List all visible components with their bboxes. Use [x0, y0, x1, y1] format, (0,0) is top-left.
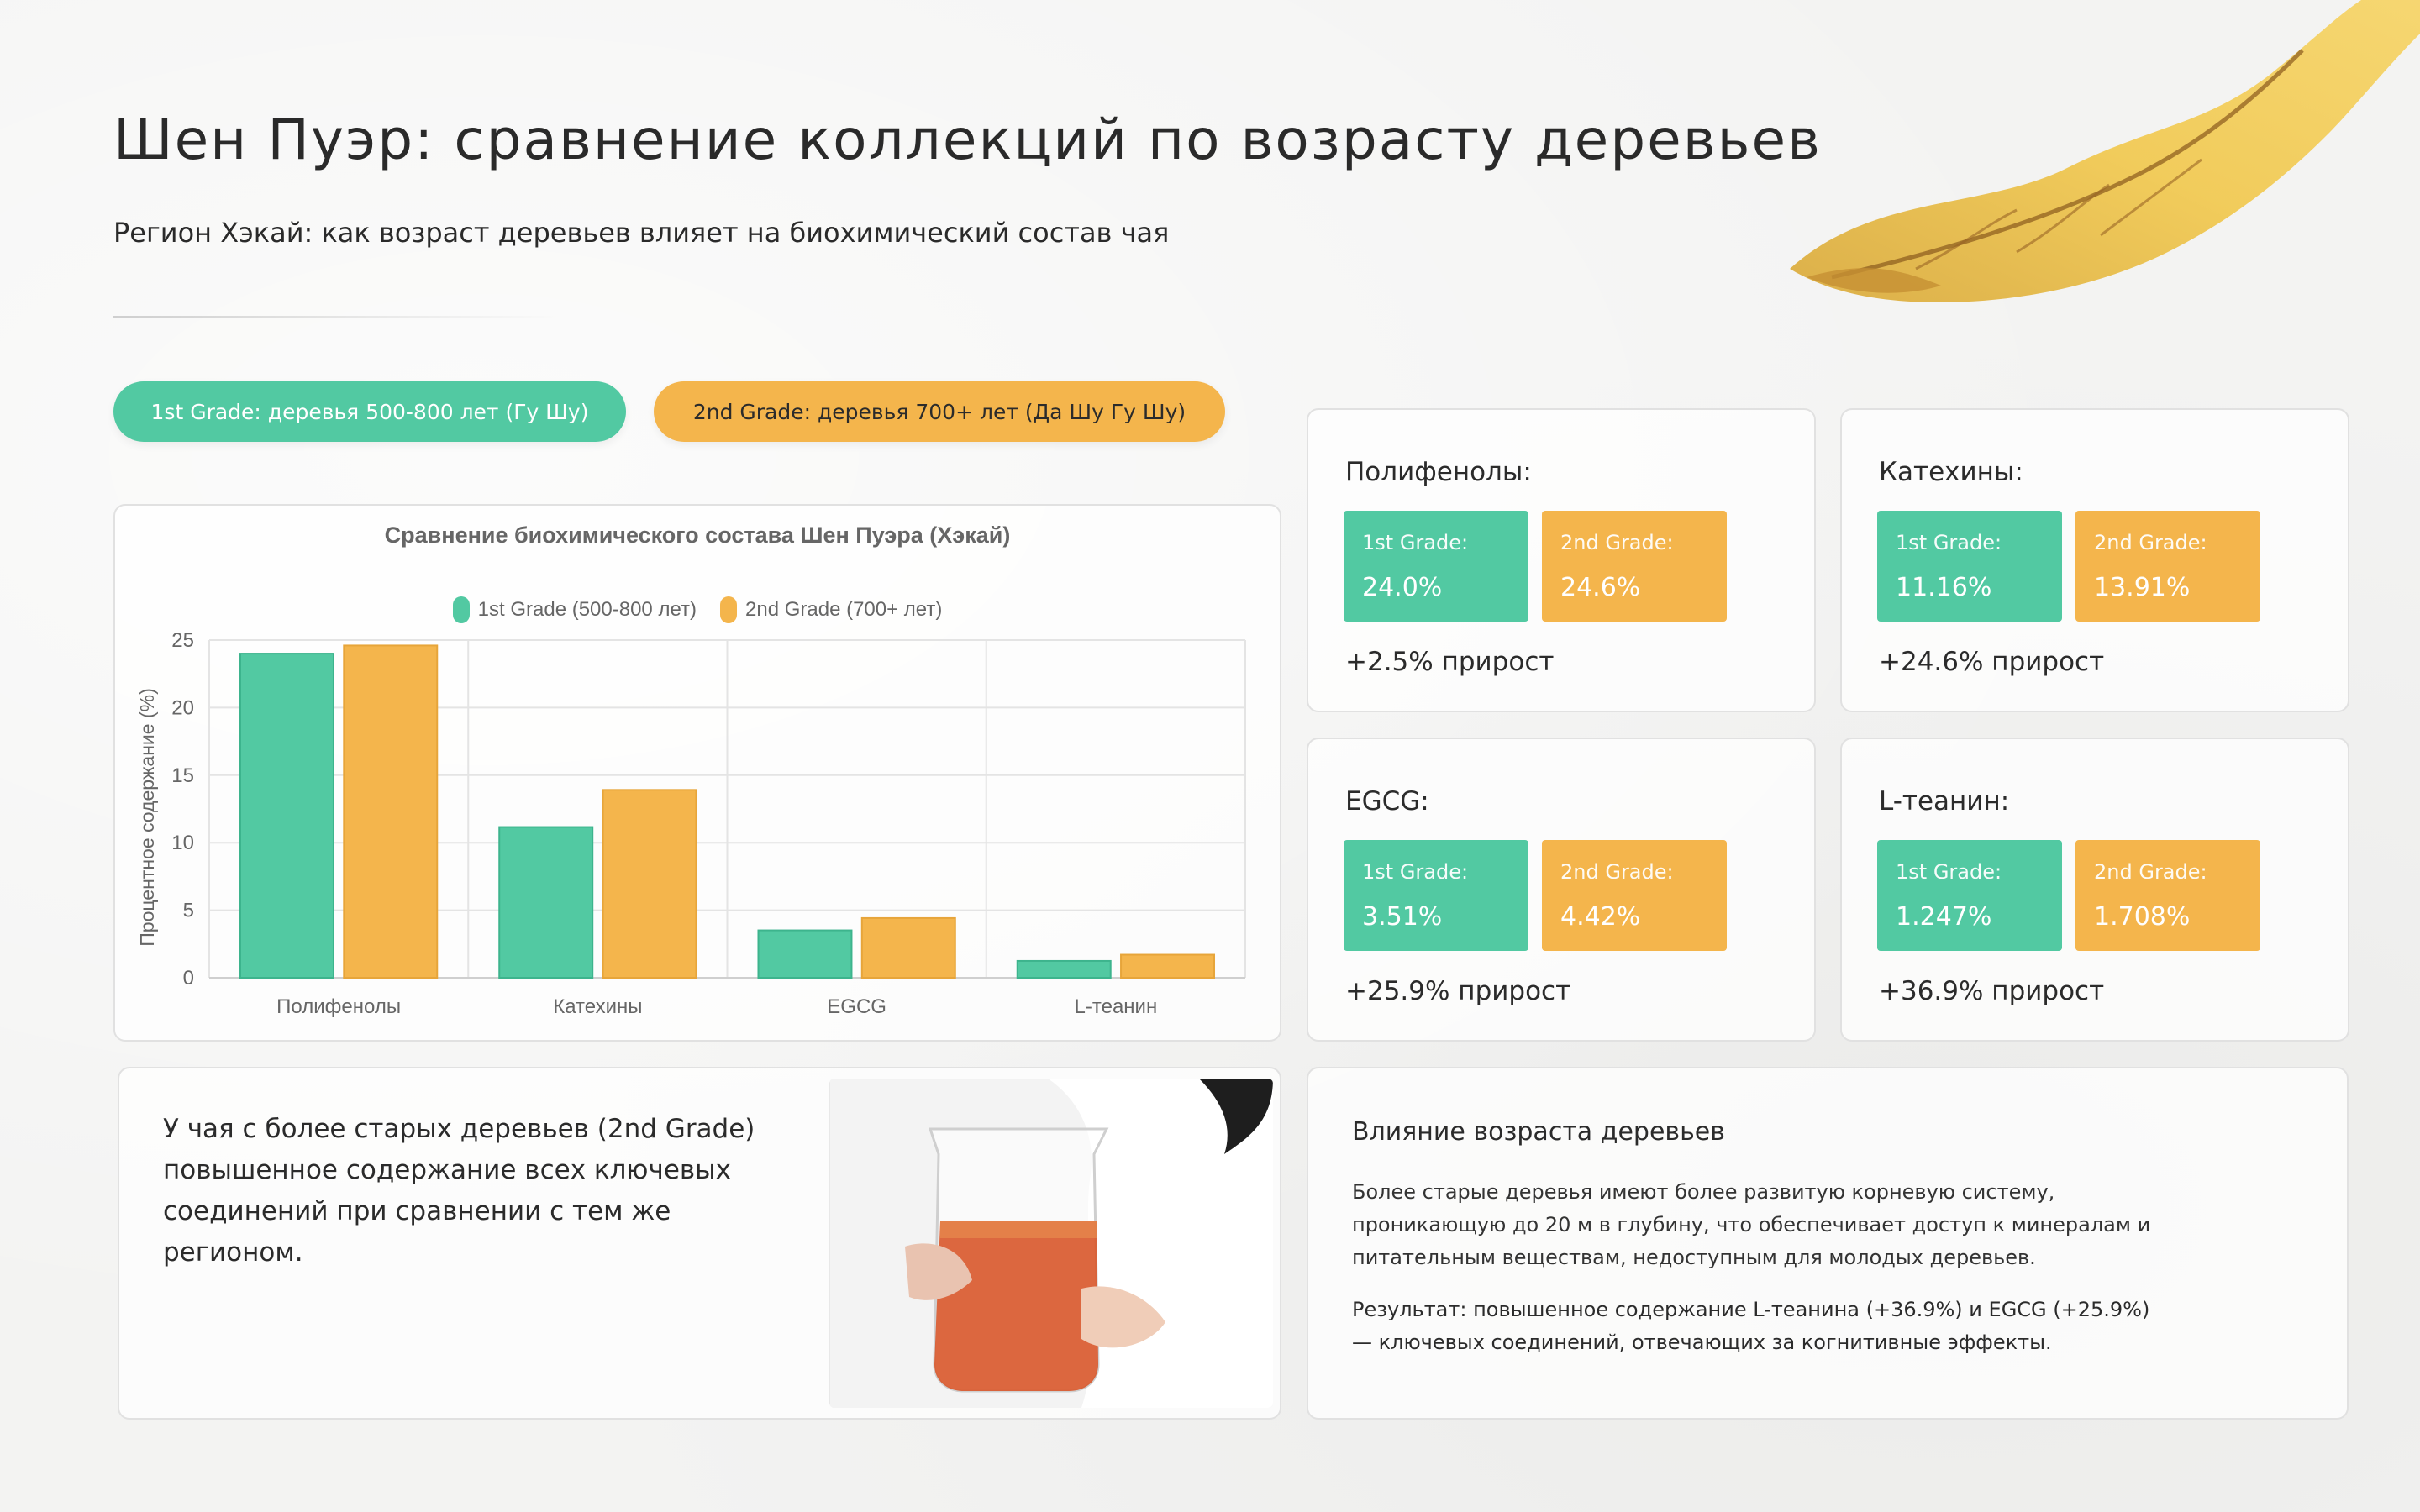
x-tick-label: L-теанин: [1075, 995, 1158, 1018]
y-tick-label: 15: [171, 764, 194, 787]
y-tick-label: 5: [183, 900, 194, 922]
metric-grade2-value: 1.708%: [2094, 902, 2191, 932]
impact-body: Более старые деревья имеют более развиту…: [1352, 1180, 2151, 1269]
metric-grade2-label: 2nd Grade:: [2094, 531, 2207, 554]
metric-grade2-box: 2nd Grade: 4.42%: [1542, 840, 1727, 951]
tea-leaf-illustration: [1790, 0, 2420, 302]
page-subtitle: Регион Хэкай: как возраст деревьев влияе…: [113, 217, 1170, 249]
grade1-filter-button[interactable]: 1st Grade: деревья 500-800 лет (Гу Шу): [113, 381, 626, 442]
chart-title: Сравнение биохимического состава Шен Пуэ…: [384, 522, 1011, 548]
bar-grade1: [239, 653, 334, 979]
metric-card-catechins: Катехины: 1st Grade: 11.16% 2nd Grade: 1…: [1840, 408, 2349, 712]
bar-grade1: [757, 929, 853, 979]
legend-swatch-grade2: [720, 596, 737, 623]
metric-growth: +36.9% прирост: [1879, 976, 2105, 1006]
metric-grade1-box: 1st Grade: 11.16%: [1877, 511, 2062, 622]
x-tick-label: Катехины: [553, 995, 642, 1018]
metric-growth: +2.5% прирост: [1345, 647, 1555, 677]
metric-card-egcg: EGCG: 1st Grade: 3.51% 2nd Grade: 4.42% …: [1307, 738, 1816, 1042]
metric-grade1-box: 1st Grade: 24.0%: [1344, 511, 1528, 622]
metric-grade1-box: 1st Grade: 1.247%: [1877, 840, 2062, 951]
metric-grade1-box: 1st Grade: 3.51%: [1344, 840, 1528, 951]
metric-grade2-label: 2nd Grade:: [1560, 860, 1674, 884]
bar-grade2: [860, 916, 956, 979]
metric-grade2-label: 2nd Grade:: [1560, 531, 1674, 554]
bar-chart: 0 5 10 15 20 25 Процентное содержание (%) Полиф…: [136, 629, 1246, 1018]
metric-grade1-label: 1st Grade:: [1362, 860, 1469, 884]
lab-beaker-photo: [829, 1079, 1273, 1408]
metric-grade1-value: 11.16%: [1896, 573, 1992, 602]
y-tick-label: 25: [171, 629, 194, 652]
x-tick-label: Полифенолы: [276, 995, 401, 1018]
metric-grade1-label: 1st Grade:: [1896, 860, 2002, 884]
legend-item-grade2[interactable]: 2nd Grade (700+ лет): [720, 596, 942, 623]
bar-grade2: [343, 644, 439, 979]
metric-grade1-label: 1st Grade:: [1362, 531, 1469, 554]
lab-beaker-illustration: [829, 1079, 1273, 1408]
metric-grade2-value: 24.6%: [1560, 573, 1641, 602]
metric-name: EGCG:: [1345, 786, 1429, 816]
metric-grade2-value: 4.42%: [1560, 902, 1641, 932]
metric-name: L-теанин:: [1879, 786, 2010, 816]
bar-grade2: [602, 789, 697, 979]
metric-name: Катехины:: [1879, 457, 2023, 487]
metric-growth: +24.6% прирост: [1879, 647, 2105, 677]
metric-card-polyphenols: Полифенолы: 1st Grade: 24.0% 2nd Grade: …: [1307, 408, 1816, 712]
metric-grade1-value: 24.0%: [1362, 573, 1443, 602]
metric-grade1-value: 1.247%: [1896, 902, 1992, 932]
legend-item-grade1[interactable]: 1st Grade (500-800 лет): [452, 596, 697, 623]
chart-card: Сравнение биохимического состава Шен Пуэ…: [113, 504, 1281, 1042]
bar-grade2: [1120, 953, 1216, 979]
metric-growth: +25.9% прирост: [1345, 976, 1571, 1006]
bar-grade1: [1016, 959, 1112, 979]
impact-result: Результат: повышенное содержание L-теани…: [1352, 1298, 2150, 1354]
metric-grade1-value: 3.51%: [1362, 902, 1443, 932]
metric-grade2-value: 13.91%: [2094, 573, 2191, 602]
page-title: Шен Пуэр: сравнение коллекций по возраст…: [113, 108, 1823, 172]
chart-legend: 1st Grade (500-800 лет) 2nd Grade (700+ …: [115, 596, 1280, 623]
title-divider: [113, 316, 559, 318]
metric-grade2-label: 2nd Grade:: [2094, 860, 2207, 884]
grade2-filter-button[interactable]: 2nd Grade: деревья 700+ лет (Да Шу Гу Шу…: [654, 381, 1225, 442]
note-text: У чая с более старых деревьев (2nd Grade…: [163, 1114, 755, 1268]
y-axis-label: Процентное содержание (%): [136, 688, 158, 946]
metric-grade2-box: 2nd Grade: 13.91%: [2075, 511, 2260, 622]
impact-card: Влияние возраста деревьев Более старые д…: [1307, 1067, 2349, 1420]
y-tick-label: 20: [171, 696, 194, 719]
y-tick-label: 10: [171, 832, 194, 854]
y-tick-label: 0: [183, 967, 194, 990]
metric-grade1-label: 1st Grade:: [1896, 531, 2002, 554]
metric-grade2-box: 2nd Grade: 1.708%: [2075, 840, 2260, 951]
x-tick-label: EGCG: [827, 995, 886, 1018]
metric-grade2-box: 2nd Grade: 24.6%: [1542, 511, 1727, 622]
note-card: У чая с более старых деревьев (2nd Grade…: [118, 1067, 1281, 1420]
impact-title: Влияние возраста деревьев: [1352, 1117, 1725, 1147]
legend-swatch-grade1: [452, 596, 470, 623]
legend-label-grade2: 2nd Grade (700+ лет): [745, 598, 943, 621]
bar-grade1: [498, 826, 594, 979]
metric-name: Полифенолы:: [1345, 457, 1532, 487]
legend-label-grade1: 1st Grade (500-800 лет): [477, 598, 697, 621]
metric-card-l-theanine: L-теанин: 1st Grade: 1.247% 2nd Grade: 1…: [1840, 738, 2349, 1042]
